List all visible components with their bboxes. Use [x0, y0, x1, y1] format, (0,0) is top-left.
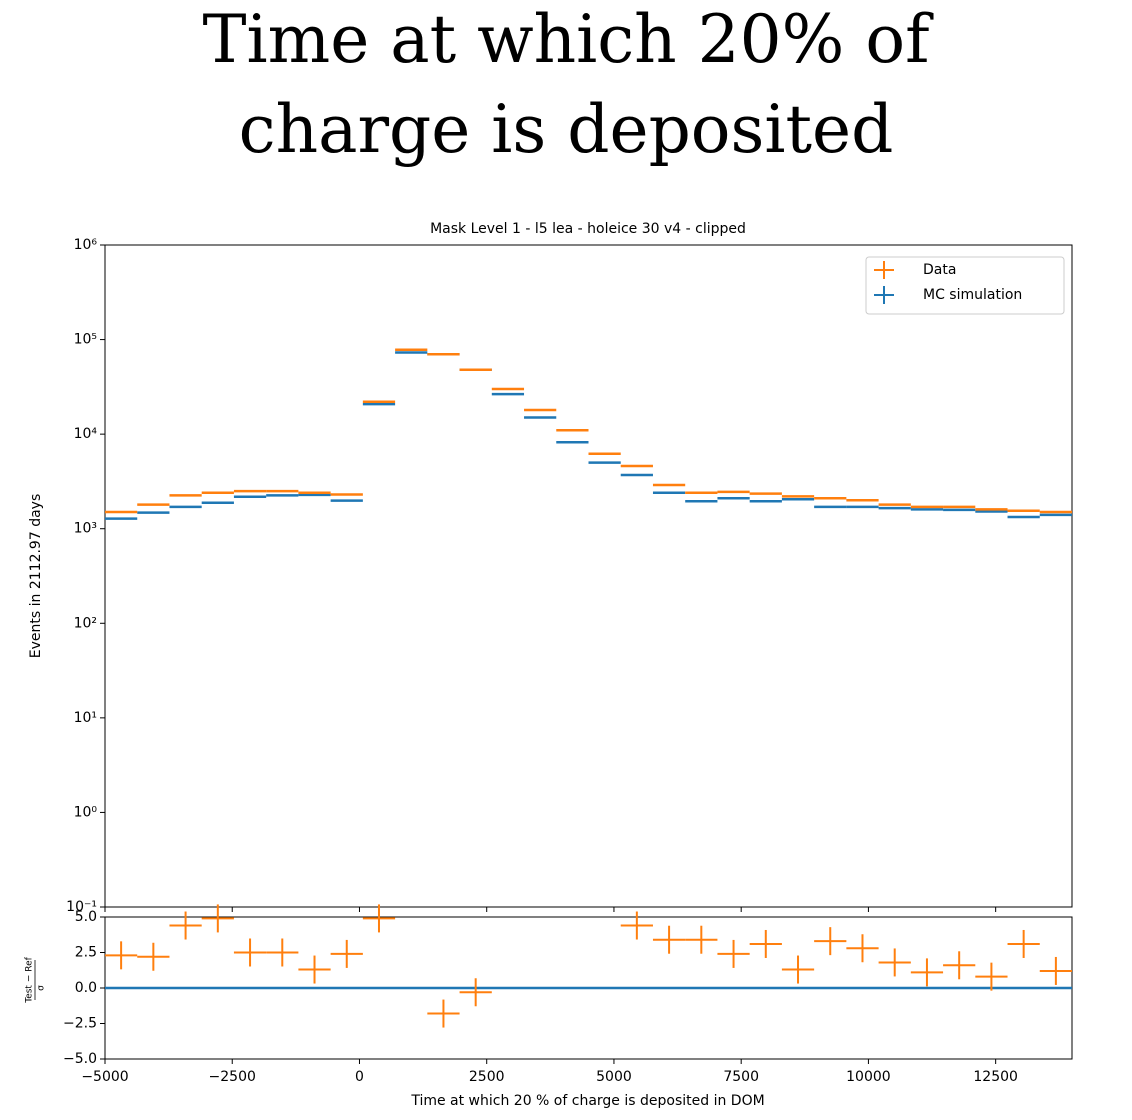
y-tick-label: 0.0: [75, 980, 97, 996]
y-tick-label: 2.5: [75, 945, 97, 961]
x-tick-label: 5000: [596, 1069, 632, 1085]
x-tick-label: 2500: [469, 1069, 505, 1085]
residual-label-numerator: Test − Ref: [25, 956, 35, 1003]
residual-label-denominator: σ: [37, 985, 47, 991]
y-tick-label: 10⁶: [74, 237, 98, 253]
x-tick-label: −5000: [81, 1069, 128, 1085]
legend: [865, 256, 1065, 315]
y-tick-label: 10¹: [74, 710, 97, 726]
x-axis-label: Time at which 20 % of charge is deposite…: [410, 1093, 764, 1109]
y-tick-label: 10²: [74, 615, 97, 631]
x-tick-label: 10000: [846, 1069, 891, 1085]
x-tick-label: −2500: [209, 1069, 256, 1085]
y-tick-label: −2.5: [63, 1016, 97, 1032]
y-axis-label: Events in 2112.97 days: [28, 494, 44, 658]
y-tick-label: 10⁴: [74, 426, 98, 442]
y-tick-label: −5.0: [63, 1051, 97, 1067]
main-axes: [104, 244, 1073, 908]
x-tick-label: 7500: [723, 1069, 759, 1085]
x-tick-label: 12500: [973, 1069, 1018, 1085]
chart-title: Mask Level 1 - l5 lea - holeice 30 v4 - …: [430, 221, 746, 237]
y-tick-label: 10³: [74, 521, 97, 537]
figure-title: Time at which 20% of charge is deposited: [203, 1, 935, 168]
y-tick-label: 5.0: [75, 909, 97, 925]
y-tick-label: 10⁻¹: [66, 899, 97, 915]
legend-label: MC simulation: [923, 287, 1022, 303]
y-tick-label: 10⁵: [74, 332, 97, 348]
y-tick-label: 10⁰: [74, 804, 98, 820]
legend-label: Data: [923, 262, 956, 278]
x-tick-label: 0: [355, 1069, 364, 1085]
